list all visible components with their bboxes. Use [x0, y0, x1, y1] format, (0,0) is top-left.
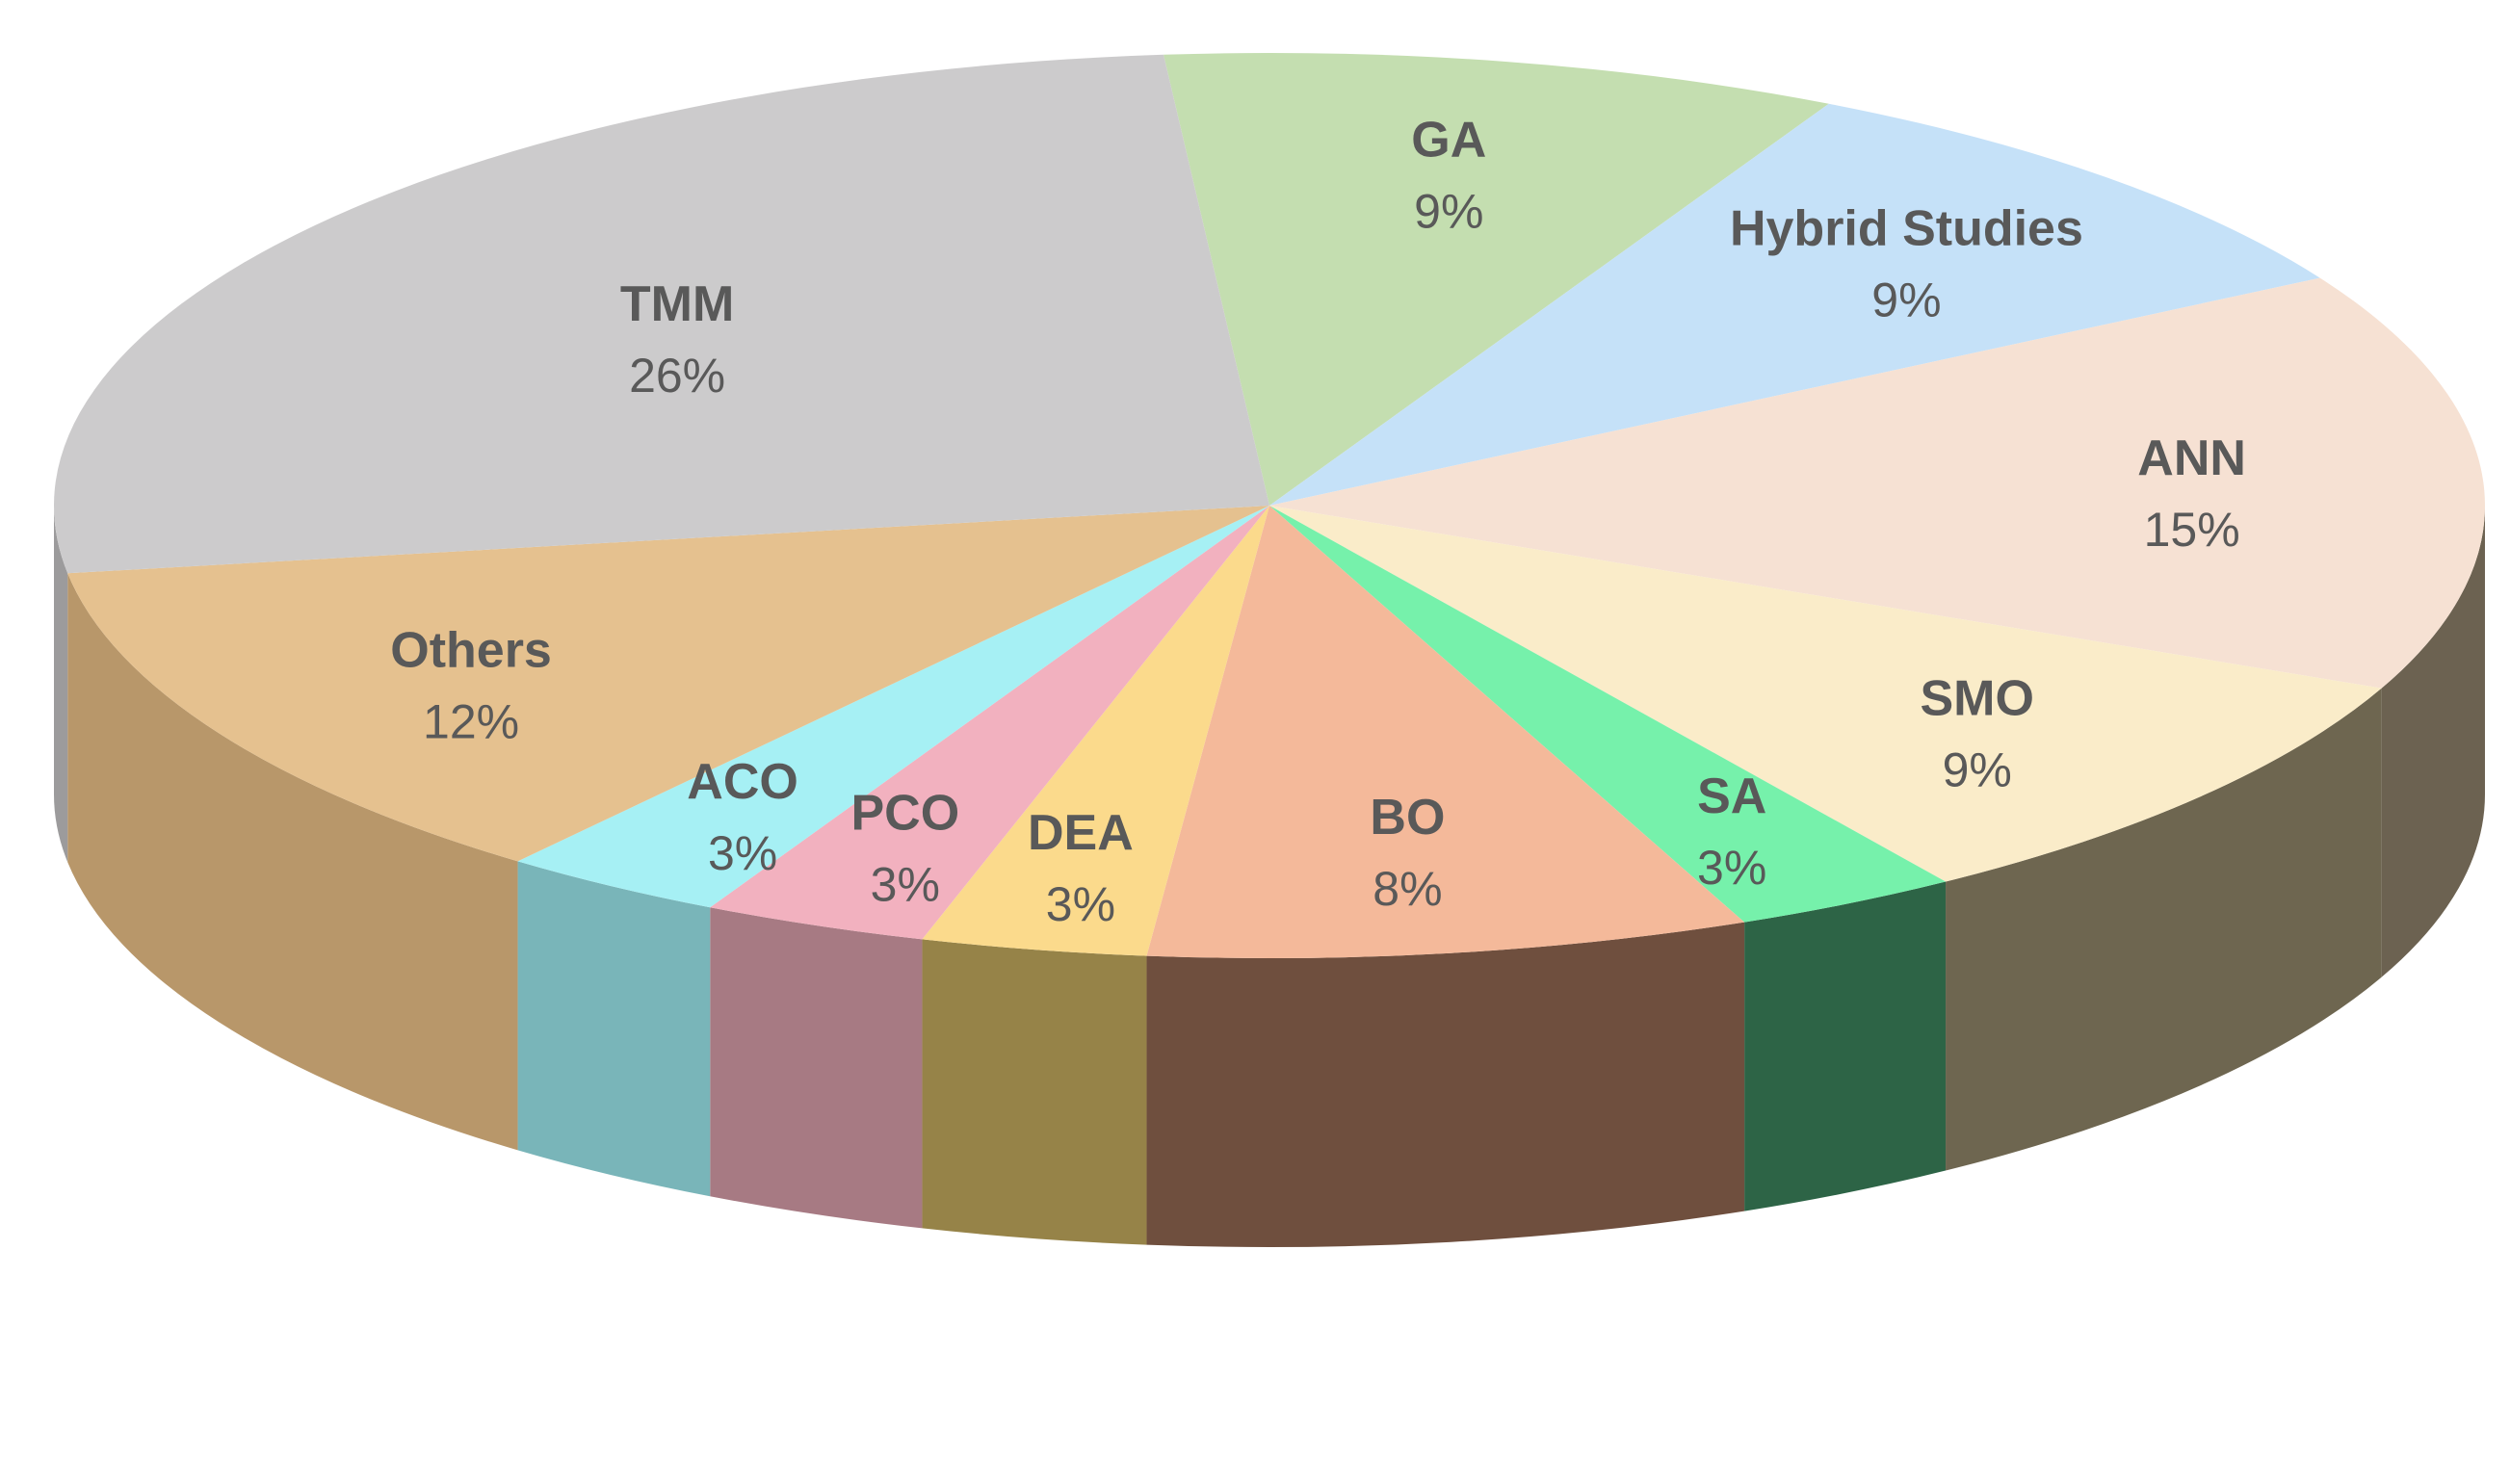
- slice-label-dea: DEA: [1028, 805, 1134, 861]
- slice-value-aco: 3%: [708, 826, 777, 880]
- slice-label-ann: ANN: [2137, 430, 2246, 486]
- pie-slice-tmm: [54, 54, 1270, 574]
- slice-label-ga: GA: [1411, 113, 1486, 169]
- slice-value-tmm: 26%: [629, 349, 725, 403]
- slice-label-bo: BO: [1370, 790, 1445, 846]
- pie-labels: GA 9% Hybrid Studies 9% ANN 15% SMO 9% SA 3% BO 8% D…: [390, 113, 2246, 931]
- slice-value-bo: 8%: [1373, 862, 1442, 916]
- pie-side-bo: [1146, 922, 1745, 1247]
- slice-value-dea: 3%: [1046, 877, 1115, 931]
- slice-value-others: 12%: [423, 695, 519, 749]
- slice-value-ga: 9%: [1414, 185, 1483, 239]
- pie-side-sa: [1744, 881, 1947, 1211]
- slice-label-sa: SA: [1697, 768, 1766, 824]
- slice-label-aco: ACO: [687, 754, 798, 810]
- pie-slice-pco: [710, 506, 1269, 940]
- pie-slice-others: [67, 506, 1270, 862]
- slice-value-smo: 9%: [1943, 743, 2012, 797]
- pie-side-aco: [517, 861, 711, 1197]
- pie-side-dea: [922, 939, 1147, 1245]
- slice-label-hybrid-studies: Hybrid Studies: [1730, 200, 2083, 256]
- slice-value-hybrid-studies: 9%: [1871, 273, 1941, 326]
- pie-slice-dea: [922, 506, 1269, 956]
- slice-label-others: Others: [390, 623, 552, 679]
- pie-slice-hybrid-studies: [1269, 103, 2320, 506]
- slice-value-pco: 3%: [871, 858, 940, 912]
- pie-slice-sa: [1269, 506, 1947, 923]
- slice-label-smo: SMO: [1921, 671, 2034, 727]
- slice-label-tmm: TMM: [620, 276, 734, 332]
- pie-side-others: [67, 573, 518, 1151]
- pie-slice-smo: [1269, 506, 2382, 882]
- slice-value-ann: 15%: [2144, 503, 2240, 557]
- pie-top-faces: [54, 53, 2486, 958]
- pie-side-smo: [1946, 688, 2382, 1171]
- pie-side-walls: [54, 506, 2485, 1247]
- slice-value-sa: 3%: [1697, 841, 1766, 895]
- pie-side-ann: [2381, 506, 2485, 977]
- pie-side-pco: [710, 907, 923, 1229]
- pie-slice-aco: [517, 506, 1269, 908]
- pie-slice-bo: [1146, 506, 1745, 958]
- pie-slice-ann: [1269, 277, 2486, 689]
- pie-slice-ga: [1163, 53, 1829, 506]
- slice-label-pco: PCO: [850, 786, 959, 842]
- pie-side-tmm: [54, 506, 68, 863]
